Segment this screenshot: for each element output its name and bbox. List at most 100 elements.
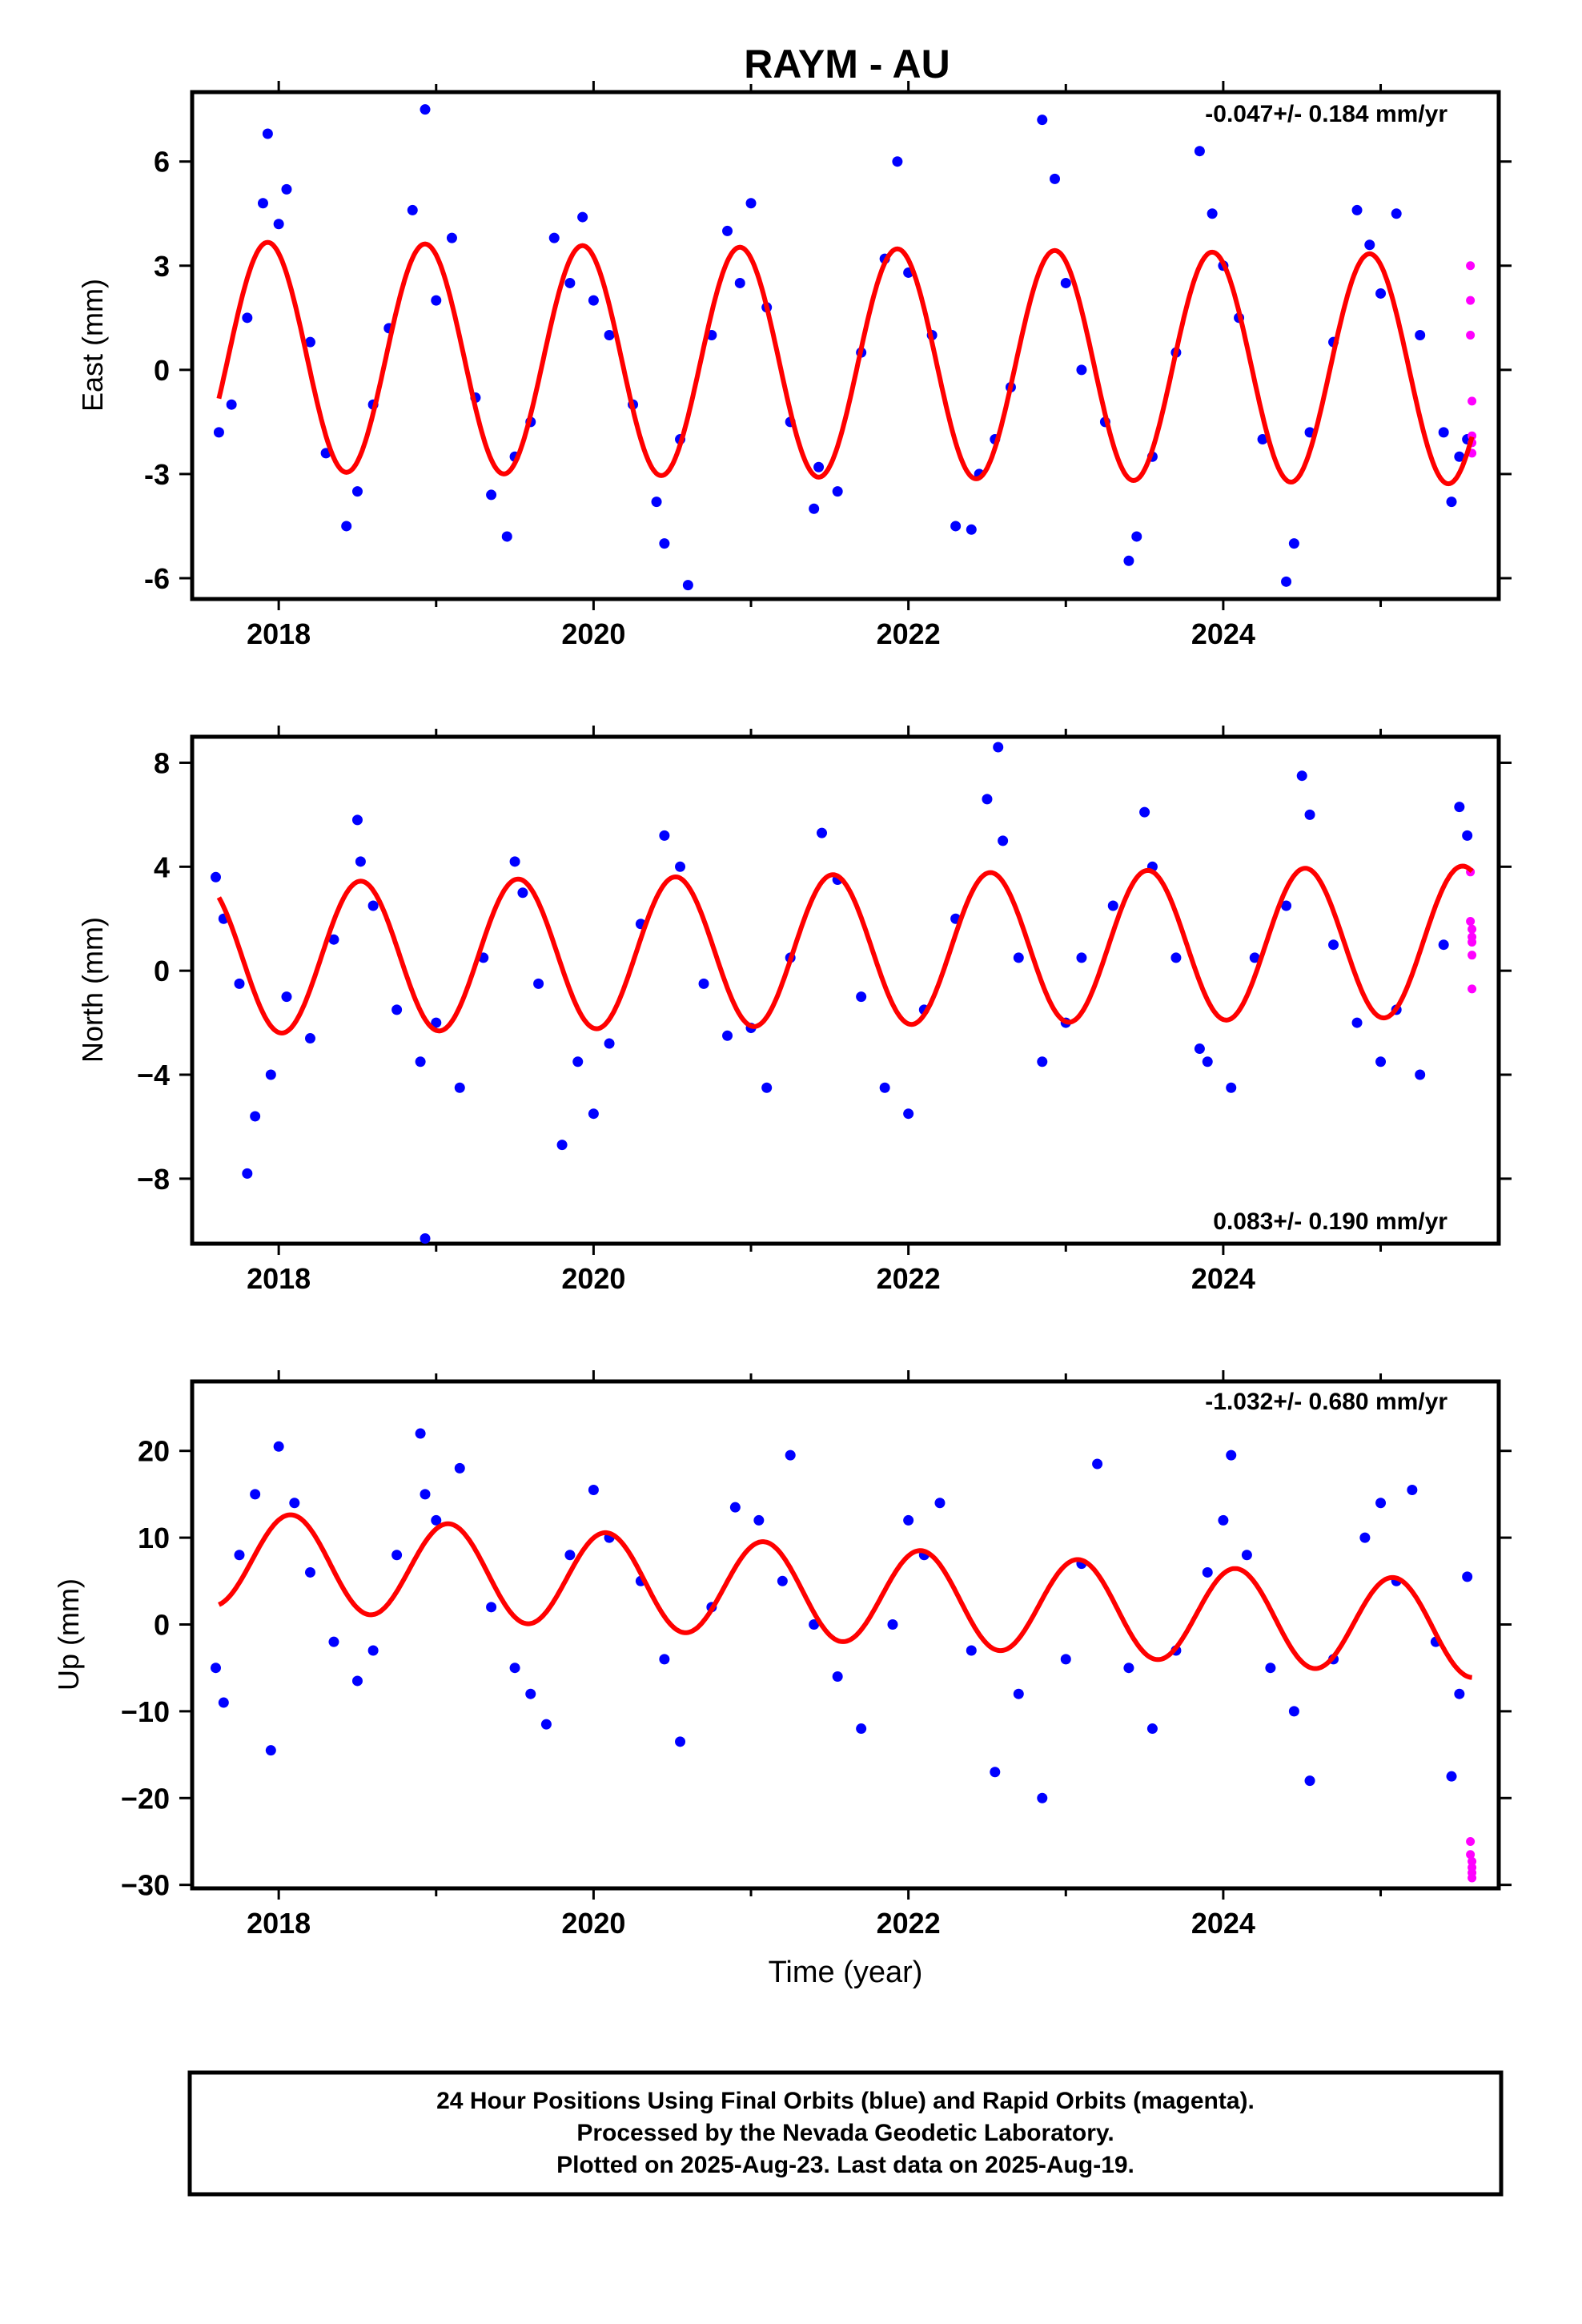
up-final-orbit-point — [1218, 1514, 1229, 1526]
up-final-orbit-point — [564, 1550, 576, 1561]
north-rapid-orbit-point — [1468, 951, 1477, 960]
up-final-orbit-point — [1359, 1532, 1371, 1543]
north-final-orbit-point — [415, 1056, 426, 1068]
north-x-tick-label: 2018 — [247, 1262, 311, 1295]
up-x-tick-label: 2018 — [247, 1907, 311, 1940]
north-final-orbit-point — [391, 1004, 403, 1015]
north-final-orbit-point — [1194, 1043, 1205, 1055]
north-final-orbit-point — [572, 1056, 584, 1068]
east-final-orbit-point — [273, 219, 284, 230]
up-final-orbit-point — [785, 1449, 796, 1461]
up-final-orbit-point — [210, 1663, 221, 1674]
panel-up-frame — [190, 1379, 1501, 1891]
east-final-orbit-point — [548, 232, 560, 243]
up-x-tick-label: 2024 — [1191, 1907, 1255, 1940]
north-y-tick-label: −8 — [137, 1163, 170, 1196]
up-final-orbit-point — [250, 1489, 261, 1500]
north-rapid-orbit-point — [1468, 984, 1477, 994]
north-rapid-orbit-point — [1468, 924, 1477, 934]
east-final-orbit-point — [1288, 538, 1299, 549]
north-final-orbit-point — [879, 1082, 890, 1093]
north-rapid-orbit-point — [1466, 916, 1476, 926]
north-x-tick-label: 2024 — [1191, 1262, 1255, 1295]
east-final-orbit-point — [486, 489, 497, 501]
up-final-orbit-point — [777, 1575, 788, 1586]
east-final-orbit-point — [304, 336, 315, 348]
north-final-orbit-point — [1107, 900, 1118, 911]
up-final-orbit-point — [1265, 1663, 1276, 1674]
north-final-orbit-point — [1139, 806, 1150, 818]
north-axis-label: North (mm) — [76, 917, 109, 1063]
east-final-orbit-point — [832, 486, 843, 497]
east-final-orbit-point — [588, 295, 599, 306]
east-x-tick-label: 2024 — [1191, 617, 1255, 650]
up-final-orbit-point — [367, 1645, 379, 1656]
east-final-orbit-point — [813, 461, 825, 472]
north-y-tick-label: 0 — [154, 955, 170, 987]
north-final-orbit-point — [234, 978, 245, 989]
up-final-orbit-point — [832, 1671, 843, 1683]
up-final-orbit-point — [509, 1663, 520, 1674]
north-final-orbit-point — [604, 1038, 615, 1049]
east-final-orbit-point — [1076, 364, 1087, 376]
east-final-orbit-point — [659, 538, 670, 549]
up-final-orbit-point — [809, 1618, 820, 1630]
east-final-orbit-point — [1194, 146, 1205, 157]
north-final-orbit-point — [454, 1082, 465, 1093]
east-final-orbit-point — [351, 486, 363, 497]
east-final-orbit-point — [1257, 434, 1268, 445]
up-rapid-orbit-point — [1466, 1836, 1476, 1846]
east-rapid-orbit-point — [1466, 296, 1476, 305]
north-final-orbit-point — [817, 827, 828, 838]
north-rate-label: 0.083+/- 0.190 mm/yr — [1213, 1208, 1447, 1235]
east-final-orbit-point — [1060, 277, 1071, 288]
up-final-orbit-point — [1446, 1771, 1457, 1782]
north-final-orbit-point — [351, 814, 363, 826]
north-final-orbit-point — [517, 887, 528, 899]
north-final-orbit-point — [281, 991, 292, 1003]
up-final-orbit-point — [1375, 1498, 1387, 1509]
panel-north: 2018 2020 2022 2024 8 4 0 −4 −8 North (mm) 0.083… — [76, 726, 1512, 1295]
east-final-orbit-point — [564, 277, 576, 288]
chart-title: RAYM - AU — [744, 42, 950, 86]
up-final-orbit-point — [934, 1498, 946, 1509]
east-y-tick-label: 0 — [154, 354, 170, 387]
up-y-tick-label: −10 — [121, 1695, 170, 1728]
east-final-orbit-point — [501, 531, 512, 542]
east-final-orbit-point — [734, 277, 745, 288]
east-final-orbit-point — [431, 295, 442, 306]
north-final-orbit-point — [903, 1108, 914, 1120]
up-final-orbit-point — [903, 1514, 914, 1526]
up-final-orbit-point — [265, 1745, 276, 1756]
up-final-orbit-point — [1202, 1566, 1213, 1578]
up-final-orbit-point — [966, 1645, 977, 1656]
north-final-orbit-point — [355, 856, 366, 867]
east-final-orbit-point — [1050, 173, 1061, 184]
north-final-orbit-point — [1415, 1069, 1426, 1080]
east-final-orbit-point — [341, 521, 352, 532]
north-model-fit-curve — [216, 863, 1474, 1036]
east-y-tick-label: 6 — [154, 146, 170, 179]
up-final-orbit-point — [431, 1514, 442, 1526]
up-final-orbit-point — [1454, 1688, 1465, 1699]
up-final-orbit-point — [1123, 1663, 1134, 1674]
up-final-orbit-point — [1037, 1792, 1048, 1803]
east-final-orbit-point — [1131, 531, 1142, 542]
north-final-orbit-point — [1304, 809, 1315, 820]
up-model-fit-curve — [218, 1512, 1472, 1680]
up-final-orbit-point — [454, 1462, 465, 1474]
north-final-orbit-point — [431, 1017, 442, 1028]
up-final-orbit-point — [486, 1602, 497, 1613]
east-final-orbit-point — [226, 399, 237, 410]
east-final-orbit-point — [242, 312, 253, 324]
east-final-orbit-point — [262, 128, 273, 139]
east-final-orbit-point — [1415, 329, 1426, 340]
east-rate-label: -0.047+/- 0.184 mm/yr — [1205, 101, 1447, 127]
footer-line-1: 24 Hour Positions Using Final Orbits (bl… — [436, 2088, 1255, 2114]
up-y-tick-label: −30 — [121, 1869, 170, 1902]
east-final-orbit-point — [604, 329, 615, 340]
north-y-tick-label: −4 — [137, 1059, 170, 1092]
east-final-orbit-point — [809, 503, 820, 514]
up-final-orbit-point — [675, 1736, 686, 1747]
